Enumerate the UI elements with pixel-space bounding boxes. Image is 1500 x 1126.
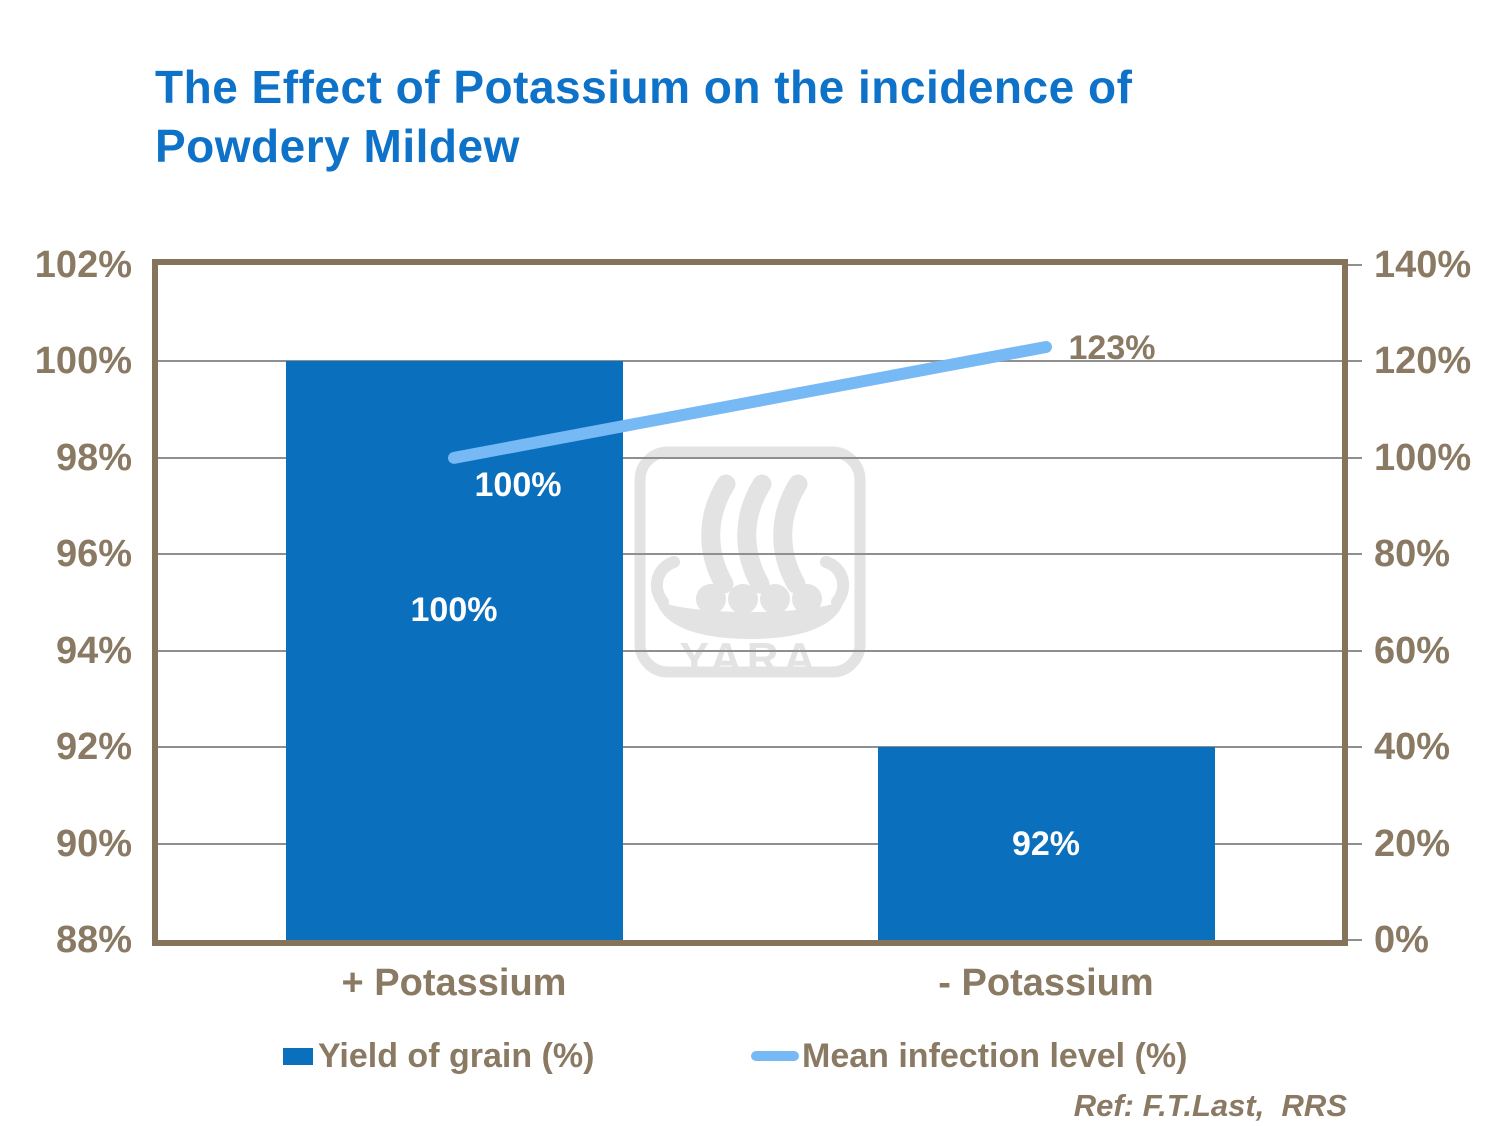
y-axis-left-tick-label: 96% (55, 533, 132, 576)
line-data-label: 123% (1068, 328, 1156, 367)
right-axis-tick-mark (1348, 456, 1362, 459)
bar-data-label: 100% (410, 591, 498, 630)
right-axis-tick-mark (1348, 360, 1362, 363)
y-axis-left-tick-label: 100% (34, 340, 132, 383)
bar-yield-of-grain (877, 747, 1215, 940)
legend-label: Yield of grain (%) (318, 1036, 595, 1075)
y-axis-right-tick-label: 80% (1374, 533, 1451, 576)
y-axis-right-tick-label: 100% (1374, 436, 1472, 479)
watermark-frame (634, 446, 866, 678)
viking-ship-hull-icon (656, 584, 844, 639)
right-axis-tick-mark (1348, 939, 1362, 941)
gridline (158, 360, 1342, 363)
y-axis-left-tick-label: 94% (55, 629, 132, 672)
y-axis-left-tick-label: 88% (55, 919, 132, 961)
chart-legend: Yield of grain (%) Mean infection level … (0, 1036, 1500, 1076)
y-axis-right-tick-label: 140% (1374, 244, 1472, 286)
viking-sails-icon (701, 474, 808, 594)
watermark-brand-text: YARA (680, 634, 821, 682)
chart-title: The Effect of Potassium on the incidence… (155, 61, 1133, 172)
legend-item-yield-of-grain: Yield of grain (%) (283, 1036, 594, 1076)
category-label: + Potassium (341, 962, 567, 1004)
y-axis-left-tick-label: 90% (55, 822, 132, 865)
line-data-label: 100% (474, 465, 562, 504)
y-axis-right-tick-label: 120% (1374, 340, 1472, 383)
right-axis-tick-mark (1348, 649, 1362, 652)
gridline (158, 746, 1342, 749)
reference-note: Ref: F.T.Last, RRS (1073, 1088, 1347, 1123)
gridline (158, 553, 1342, 556)
bar-series-swatch (283, 1047, 313, 1065)
y-axis-left-tick-label: 98% (55, 436, 132, 479)
line-layer (448, 340, 1052, 464)
right-axis-tick-mark (1348, 842, 1362, 845)
gridline (158, 842, 1342, 845)
right-axis-tick-mark (1348, 264, 1362, 266)
bar-data-label: 92% (1011, 824, 1081, 863)
legend-label: Mean infection level (%) (802, 1036, 1188, 1075)
mean-infection-line (448, 340, 1052, 464)
category-label: - Potassium (938, 962, 1154, 1004)
y-axis-right-tick-label: 60% (1374, 629, 1451, 672)
gridline (158, 649, 1342, 652)
yara-logo-watermark: YARA (634, 446, 866, 682)
line-series-swatch (751, 1051, 799, 1061)
plot-area: YARA 100% 92% 100% 123% (158, 265, 1342, 940)
legend-item-mean-infection: Mean infection level (%) (751, 1036, 1187, 1076)
y-axis-right-tick-label: 40% (1374, 726, 1451, 769)
right-axis-tick-mark (1348, 746, 1362, 749)
y-axis-right-tick-label: 0% (1374, 919, 1429, 961)
right-axis-tick-mark (1348, 553, 1362, 556)
gridline (158, 456, 1342, 459)
y-axis-left-tick-label: 92% (55, 726, 132, 769)
y-axis-right-tick-label: 20% (1374, 822, 1451, 865)
y-axis-left-tick-label: 102% (34, 244, 132, 286)
ship-prow-icon (650, 556, 850, 608)
